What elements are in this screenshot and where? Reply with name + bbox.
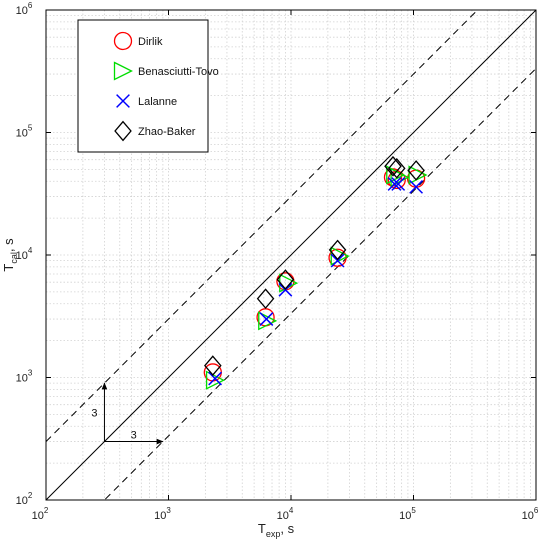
y-tick-label-base: 10 [16, 250, 28, 262]
legend-label: Dirlik [138, 36, 163, 48]
data-point-triangle-right [330, 246, 350, 266]
y-axis-label-main: T [1, 264, 16, 272]
x-tick-label: 105 [399, 506, 416, 522]
x-tick-label-base: 10 [32, 510, 44, 522]
x-tick-label-base: 10 [522, 510, 534, 522]
data-point-x [387, 177, 402, 191]
data-point-triangle-right [408, 165, 428, 185]
legend-marker-circle [113, 31, 133, 51]
series-dirlik [203, 168, 426, 382]
annotation-label: 3 [91, 407, 97, 419]
data-point-diamond [387, 157, 406, 179]
y-tick-label-exponent: 6 [28, 1, 33, 10]
x-tick-label-base: 10 [154, 510, 166, 522]
data-point-diamond [384, 155, 402, 177]
y-tick-label-base: 10 [16, 128, 28, 140]
data-point-diamond [256, 288, 275, 310]
y-tick-label-exponent: 4 [28, 246, 33, 255]
y-tick-label: 105 [16, 124, 33, 140]
data-point-x [330, 253, 345, 268]
x-tick-label: 102 [32, 506, 49, 522]
legend-marker-x [116, 94, 130, 108]
series-lalanne [208, 177, 424, 386]
y-tick-label-exponent: 2 [28, 491, 33, 500]
data-point-diamond [204, 355, 222, 376]
x-tick-label: 103 [154, 506, 171, 522]
legend-label: Zhao-Baker [138, 126, 196, 138]
x-axis-label-unit: , s [280, 521, 294, 536]
data-point-diamond [328, 239, 347, 261]
reference-lines [46, 10, 536, 500]
reference-line-factor-3 [46, 10, 479, 442]
y-axis-label: Tcal, s [1, 238, 19, 272]
legend-label: Benasciutti-Tovo [138, 66, 219, 78]
legend-label: Lalanne [138, 96, 177, 108]
x-tick-label-exponent: 4 [289, 506, 294, 515]
annotation-group: 33 [91, 382, 164, 445]
y-tick-label-base: 10 [16, 495, 28, 507]
y-axis-label-unit: , s [1, 238, 16, 252]
legend-box [77, 19, 209, 153]
legend: Dirlik Benasciutti-Tovo Lalanne Zhao-Baker [77, 19, 219, 153]
x-tick-label: 104 [277, 506, 294, 522]
data-point-x [409, 179, 424, 194]
series-zhao-baker [204, 155, 425, 376]
x-tick-label-exponent: 2 [44, 506, 49, 515]
reference-line-1to1 [46, 10, 536, 500]
data-point-x [259, 312, 274, 326]
data-point-diamond [407, 160, 425, 181]
data-point-x [391, 177, 406, 191]
data-points [203, 155, 428, 390]
legend-marker-diamond [114, 120, 132, 142]
x-tick-label-exponent: 6 [534, 506, 539, 515]
y-tick-label-exponent: 5 [28, 124, 33, 133]
y-tick-label: 102 [16, 491, 33, 507]
x-tick-label-base: 10 [399, 510, 411, 522]
y-axis-label-sub: cal [9, 252, 19, 264]
y-tick-label-base: 10 [16, 5, 28, 17]
data-point-triangle-right [258, 311, 278, 331]
reference-line-factor-3 [103, 68, 536, 500]
x-tick-label: 106 [522, 506, 539, 522]
y-tick-label: 106 [16, 1, 33, 17]
data-point-triangle-right [205, 370, 226, 390]
x-tick-label-exponent: 3 [166, 506, 171, 515]
x-tick-label-base: 10 [277, 510, 289, 522]
x-axis-label: Texp, s [258, 521, 295, 539]
y-tick-label-base: 10 [16, 373, 28, 385]
annotation-label: 3 [131, 430, 137, 442]
data-point-x [208, 371, 222, 386]
legend-marker-triangle-right [113, 61, 133, 81]
y-tick-label-exponent: 3 [28, 369, 33, 378]
x-axis-label-main: T [258, 521, 266, 536]
y-tick-label: 104 [16, 246, 33, 262]
data-point-diamond [276, 269, 295, 290]
series-benasciutti-tovo [205, 165, 428, 390]
x-tick-label-exponent: 5 [411, 506, 416, 515]
y-tick-label: 103 [16, 369, 33, 385]
x-axis-label-sub: exp [266, 529, 281, 539]
